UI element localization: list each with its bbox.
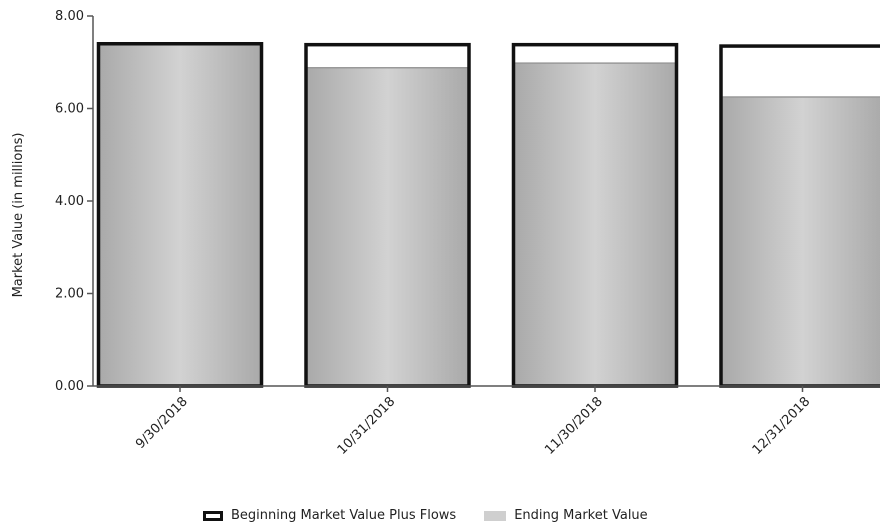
legend-item-ending: Ending Market Value bbox=[484, 508, 648, 523]
bars bbox=[96, 42, 880, 388]
y-tick-label: 8.00 bbox=[55, 9, 84, 24]
bar-ending-market-value bbox=[98, 43, 262, 386]
x-tick-label: 11/30/2018 bbox=[542, 394, 606, 458]
y-axis: 0.00 2.00 4.00 6.00 8.00 bbox=[55, 9, 94, 394]
y-axis-title: Market Value (in millions) bbox=[11, 133, 26, 298]
legend-swatch-outline bbox=[203, 510, 223, 521]
bar-ending-market-value bbox=[721, 96, 880, 386]
x-tick-label: 12/31/2018 bbox=[750, 394, 814, 458]
y-tick-label: 6.00 bbox=[55, 102, 84, 117]
legend-label-ending: Ending Market Value bbox=[514, 508, 648, 523]
y-tick-label: 0.00 bbox=[55, 379, 84, 394]
bar-ending-market-value bbox=[306, 67, 469, 387]
bar-ending-market-value bbox=[513, 63, 677, 387]
y-tick-label: 4.00 bbox=[55, 194, 84, 209]
x-tick-label: 9/30/2018 bbox=[133, 394, 191, 452]
x-tick-label: 10/31/2018 bbox=[335, 394, 399, 458]
legend-swatch-fill bbox=[484, 510, 507, 521]
legend-label-beginning: Beginning Market Value Plus Flows bbox=[231, 508, 457, 523]
legend: Beginning Market Value Plus Flows Ending… bbox=[203, 508, 668, 523]
x-axis: 9/30/2018 10/31/2018 11/30/2018 12/31/2018 bbox=[93, 385, 880, 458]
legend-item-beginning: Beginning Market Value Plus Flows bbox=[203, 508, 456, 523]
y-tick-label: 2.00 bbox=[55, 287, 84, 302]
